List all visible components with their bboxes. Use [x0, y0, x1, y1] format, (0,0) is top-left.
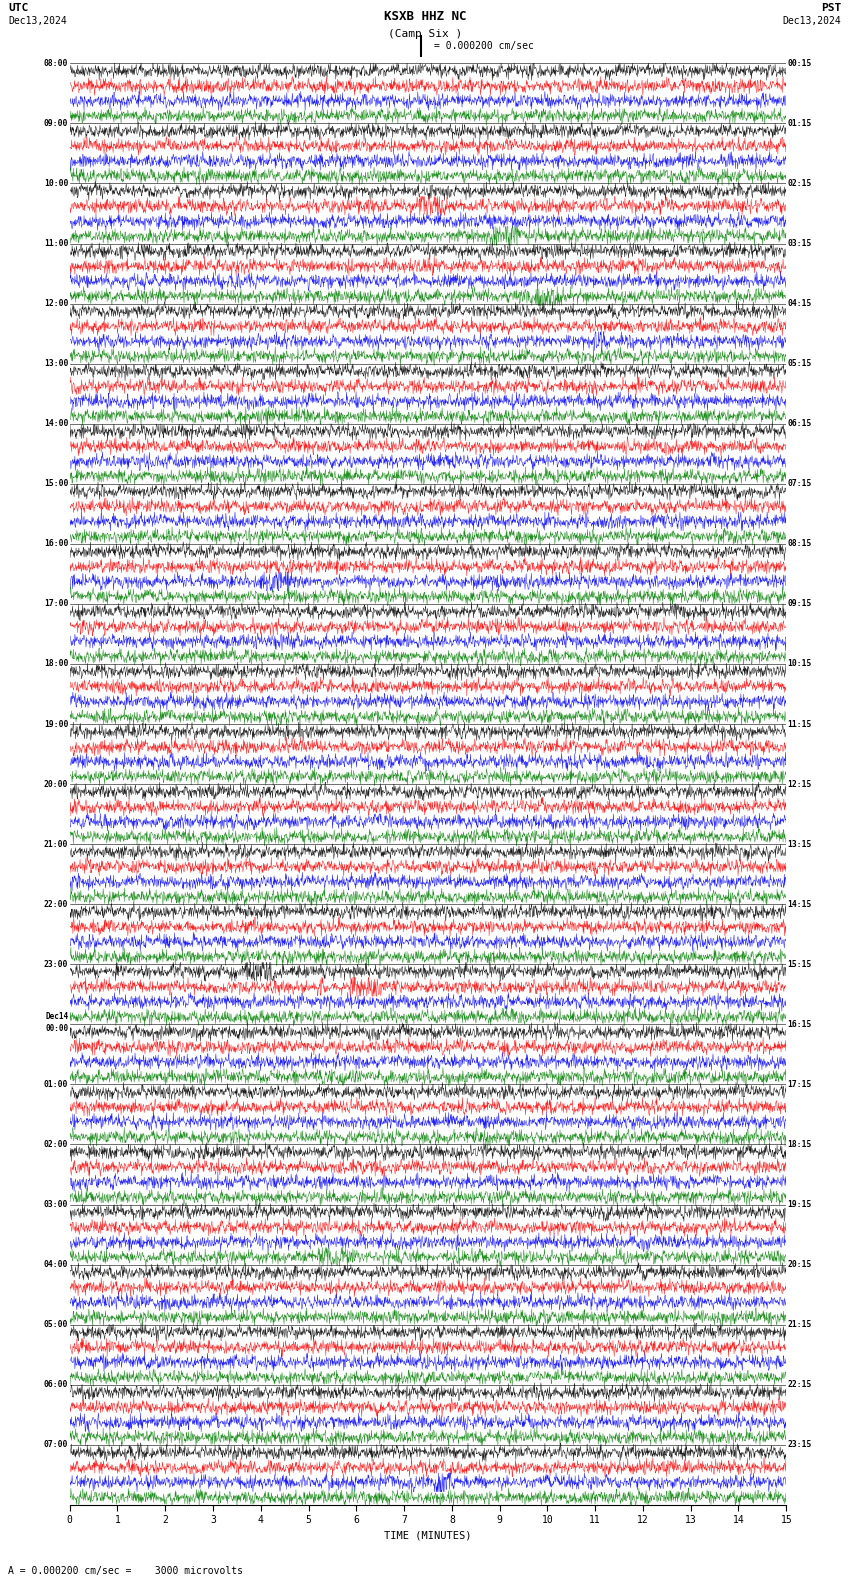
Text: 07:15: 07:15 [788, 480, 812, 488]
Text: 13:15: 13:15 [788, 840, 812, 849]
Text: 11:00: 11:00 [44, 239, 68, 249]
Text: 04:00: 04:00 [44, 1259, 68, 1269]
Text: 23:00: 23:00 [44, 960, 68, 969]
Text: 07:00: 07:00 [44, 1440, 68, 1449]
Text: A = 0.000200 cm/sec =    3000 microvolts: A = 0.000200 cm/sec = 3000 microvolts [8, 1567, 243, 1576]
Text: 15:00: 15:00 [44, 480, 68, 488]
Text: 01:15: 01:15 [788, 119, 812, 128]
Text: 04:15: 04:15 [788, 299, 812, 309]
Text: 13:00: 13:00 [44, 360, 68, 367]
Text: 18:15: 18:15 [788, 1140, 812, 1148]
Text: 11:15: 11:15 [788, 719, 812, 729]
Text: 14:15: 14:15 [788, 900, 812, 909]
Text: 03:15: 03:15 [788, 239, 812, 249]
Text: 10:00: 10:00 [44, 179, 68, 188]
Text: 05:15: 05:15 [788, 360, 812, 367]
Text: 20:15: 20:15 [788, 1259, 812, 1269]
Text: 09:00: 09:00 [44, 119, 68, 128]
Text: 09:15: 09:15 [788, 599, 812, 608]
Text: 17:15: 17:15 [788, 1080, 812, 1088]
Text: 19:00: 19:00 [44, 719, 68, 729]
Text: 12:00: 12:00 [44, 299, 68, 309]
Text: Dec14: Dec14 [45, 1012, 68, 1022]
X-axis label: TIME (MINUTES): TIME (MINUTES) [384, 1530, 472, 1541]
Text: 16:15: 16:15 [788, 1020, 812, 1030]
Text: 19:15: 19:15 [788, 1201, 812, 1209]
Text: UTC: UTC [8, 3, 29, 13]
Text: 16:00: 16:00 [44, 539, 68, 548]
Text: 22:00: 22:00 [44, 900, 68, 909]
Text: 00:15: 00:15 [788, 59, 812, 68]
Text: 03:00: 03:00 [44, 1201, 68, 1209]
Text: KSXB HHZ NC: KSXB HHZ NC [383, 10, 467, 22]
Text: 02:00: 02:00 [44, 1140, 68, 1148]
Text: 20:00: 20:00 [44, 779, 68, 789]
Text: = 0.000200 cm/sec: = 0.000200 cm/sec [434, 41, 534, 51]
Text: 06:00: 06:00 [44, 1380, 68, 1389]
Text: 22:15: 22:15 [788, 1380, 812, 1389]
Text: 00:00: 00:00 [45, 1025, 68, 1033]
Text: 05:00: 05:00 [44, 1319, 68, 1329]
Text: 08:15: 08:15 [788, 539, 812, 548]
Text: 14:00: 14:00 [44, 420, 68, 428]
Text: 12:15: 12:15 [788, 779, 812, 789]
Text: 01:00: 01:00 [44, 1080, 68, 1088]
Text: Dec13,2024: Dec13,2024 [783, 16, 842, 25]
Text: 06:15: 06:15 [788, 420, 812, 428]
Text: 08:00: 08:00 [44, 59, 68, 68]
Text: 15:15: 15:15 [788, 960, 812, 969]
Text: 21:00: 21:00 [44, 840, 68, 849]
Text: 23:15: 23:15 [788, 1440, 812, 1449]
Text: 17:00: 17:00 [44, 599, 68, 608]
Text: 10:15: 10:15 [788, 659, 812, 668]
Text: 21:15: 21:15 [788, 1319, 812, 1329]
Text: 02:15: 02:15 [788, 179, 812, 188]
Text: 18:00: 18:00 [44, 659, 68, 668]
Text: PST: PST [821, 3, 842, 13]
Text: (Camp Six ): (Camp Six ) [388, 29, 462, 38]
Text: Dec13,2024: Dec13,2024 [8, 16, 67, 25]
